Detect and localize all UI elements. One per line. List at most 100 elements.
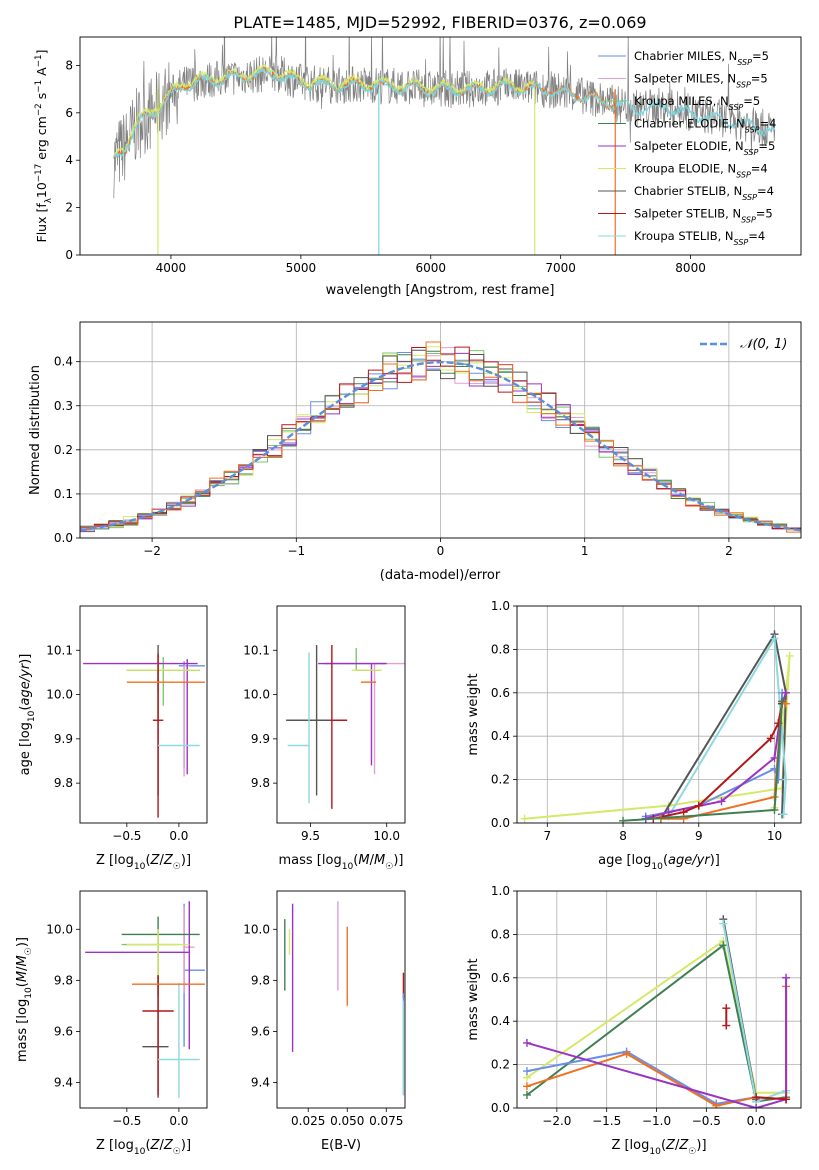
weight-marker: [717, 797, 726, 806]
x-tick-label: −1.5: [592, 1114, 621, 1128]
x-tick-label: 4000: [156, 261, 187, 275]
y-tick-label: 0.2: [491, 773, 510, 787]
axes-frame: [79, 605, 208, 824]
plot-area: [85, 901, 205, 1098]
y-tick-label: 0.3: [54, 399, 73, 413]
x-tick-label: 0.050: [330, 1114, 364, 1128]
axes-frame: [516, 890, 802, 1109]
figure-title: PLATE=1485, MJD=52992, FIBERID=0376, z=0…: [233, 13, 646, 32]
weight-marker: [778, 697, 787, 706]
weight-marker: [522, 1067, 531, 1076]
weight-marker: [719, 919, 728, 928]
weight-line: [645, 692, 784, 818]
x-tick-label: 5000: [286, 261, 317, 275]
legend-label: Kroupa ELODIE, NSSP=4: [634, 162, 768, 180]
weight-marker: [766, 734, 775, 743]
x-tick-label: 8: [619, 829, 627, 843]
y-tick-label: 0.0: [491, 1101, 510, 1115]
x-tick-label: −0.5: [112, 829, 141, 843]
legend-label: Salpeter STELIB, NSSP=5: [634, 207, 773, 225]
y-tick-label: 8: [65, 58, 73, 72]
y-tick-label: 10.0: [46, 922, 73, 936]
weight-marker: [522, 1090, 531, 1099]
x-tick-label: −1.0: [642, 1114, 671, 1128]
plot-area: [83, 644, 205, 818]
y-tick-label: 1.0: [491, 884, 510, 898]
y-tick-label: 0.6: [491, 971, 510, 985]
y-tick-label: 9.8: [54, 973, 73, 987]
x-tick-label: 9.5: [301, 829, 320, 843]
y-axis-label: mass weight: [466, 958, 481, 1040]
weight-marker: [719, 941, 728, 950]
weight-marker: [712, 1101, 721, 1108]
weight-line: [756, 1096, 787, 1101]
y-axis-label: mass weight: [466, 673, 481, 755]
x-tick-label: 0.0: [169, 829, 188, 843]
legend-label: Chabrier ELODIE, NSSP=4: [634, 117, 776, 135]
y-tick-label: 9.9: [54, 732, 73, 746]
x-axis-label: Z [log10(Z/Z☉)]: [96, 1138, 191, 1157]
panel-z-mass: −0.5 0.0 9.4 9.6 9.8 10.0 Z [log10(Z/Z☉)] mass …: [15, 890, 208, 1157]
axes-frame: [79, 321, 802, 539]
y-axis-label: Flux [fλ10−17 erg cm−2 s−1 A−1]: [34, 50, 54, 243]
axes-frame: [276, 890, 406, 1109]
model-fit-line: [113, 67, 776, 159]
y-axis-label: mass [log10(M/M☉)]: [15, 937, 34, 1062]
x-axis-label: Z [log10(Z/Z☉)]: [96, 853, 191, 872]
weight-marker: [779, 810, 788, 819]
y-tick-label: 0.0: [491, 816, 510, 830]
y-tick-label: 10.0: [46, 688, 73, 702]
weight-marker: [722, 1021, 731, 1030]
weight-marker: [622, 1049, 631, 1058]
legend-label: Kroupa STELIB, NSSP=4: [634, 229, 765, 247]
y-tick-label: 1.0: [491, 599, 510, 613]
weight-line: [526, 1050, 757, 1105]
weight-marker: [781, 688, 790, 697]
y-tick-label: 9.6: [251, 1024, 270, 1038]
plot-area: [517, 606, 801, 823]
x-tick-label: 0.075: [369, 1114, 403, 1128]
weight-marker: [752, 1093, 761, 1102]
y-tick-label: 10.0: [243, 922, 270, 936]
legend-label: Chabrier STELIB, NSSP=4: [634, 184, 774, 202]
x-tick-label: −0.5: [692, 1114, 721, 1128]
x-axis-label: mass [log10(M/M☉)]: [279, 853, 404, 872]
y-tick-label: 0.4: [491, 1014, 510, 1028]
y-tick-label: 9.6: [54, 1024, 73, 1038]
x-tick-label: 0.0: [747, 1114, 766, 1128]
y-tick-label: 9.9: [251, 732, 270, 746]
x-tick-label: −2: [143, 544, 161, 558]
y-axis-label: Normed distribution: [28, 365, 43, 495]
x-axis-label: E(B-V): [321, 1138, 361, 1153]
y-tick-label: 0.0: [54, 531, 73, 545]
x-tick-label: 9: [695, 829, 703, 843]
y-tick-label: 4: [65, 153, 73, 167]
weight-line: [526, 943, 787, 1103]
y-tick-label: 10.1: [243, 643, 270, 657]
y-tick-label: 10.0: [243, 688, 270, 702]
weight-marker: [520, 814, 529, 823]
weight-marker: [781, 775, 790, 784]
x-tick-label: −2.0: [542, 1114, 571, 1128]
y-tick-label: 0.8: [491, 642, 510, 656]
x-axis-label: wavelength [Angstrom, rest frame]: [326, 283, 555, 298]
axes-frame: [276, 605, 406, 824]
panel-mass-age: 9.5 10.0 9.8 9.9 10.0 10.1 mass [log10(M/M☉)]: [243, 605, 406, 872]
x-axis-label: (data-model)/error: [380, 568, 501, 583]
x-axis-label: Z [log10(Z/Z☉)]: [611, 1138, 706, 1157]
x-tick-label: 10.0: [373, 829, 400, 843]
y-tick-label: 0.4: [54, 355, 73, 369]
weight-marker: [722, 1004, 731, 1013]
x-tick-label: 0: [437, 544, 445, 558]
plot-area: [113, 37, 776, 255]
plot-area: [517, 891, 801, 1108]
y-tick-label: 9.8: [251, 776, 270, 790]
weight-marker: [752, 1104, 761, 1108]
weight-marker: [522, 1038, 531, 1047]
legend-label: Salpeter MILES, NSSP=5: [634, 72, 768, 90]
weight-marker: [770, 805, 779, 814]
normal-curve: [80, 360, 801, 532]
x-tick-label: 10: [767, 829, 782, 843]
x-tick-label: 0.0: [169, 1114, 188, 1128]
panels: 4000 5000 6000 7000 8000 0 2 4 6 8 Chabrier MILES,…: [15, 36, 802, 1157]
